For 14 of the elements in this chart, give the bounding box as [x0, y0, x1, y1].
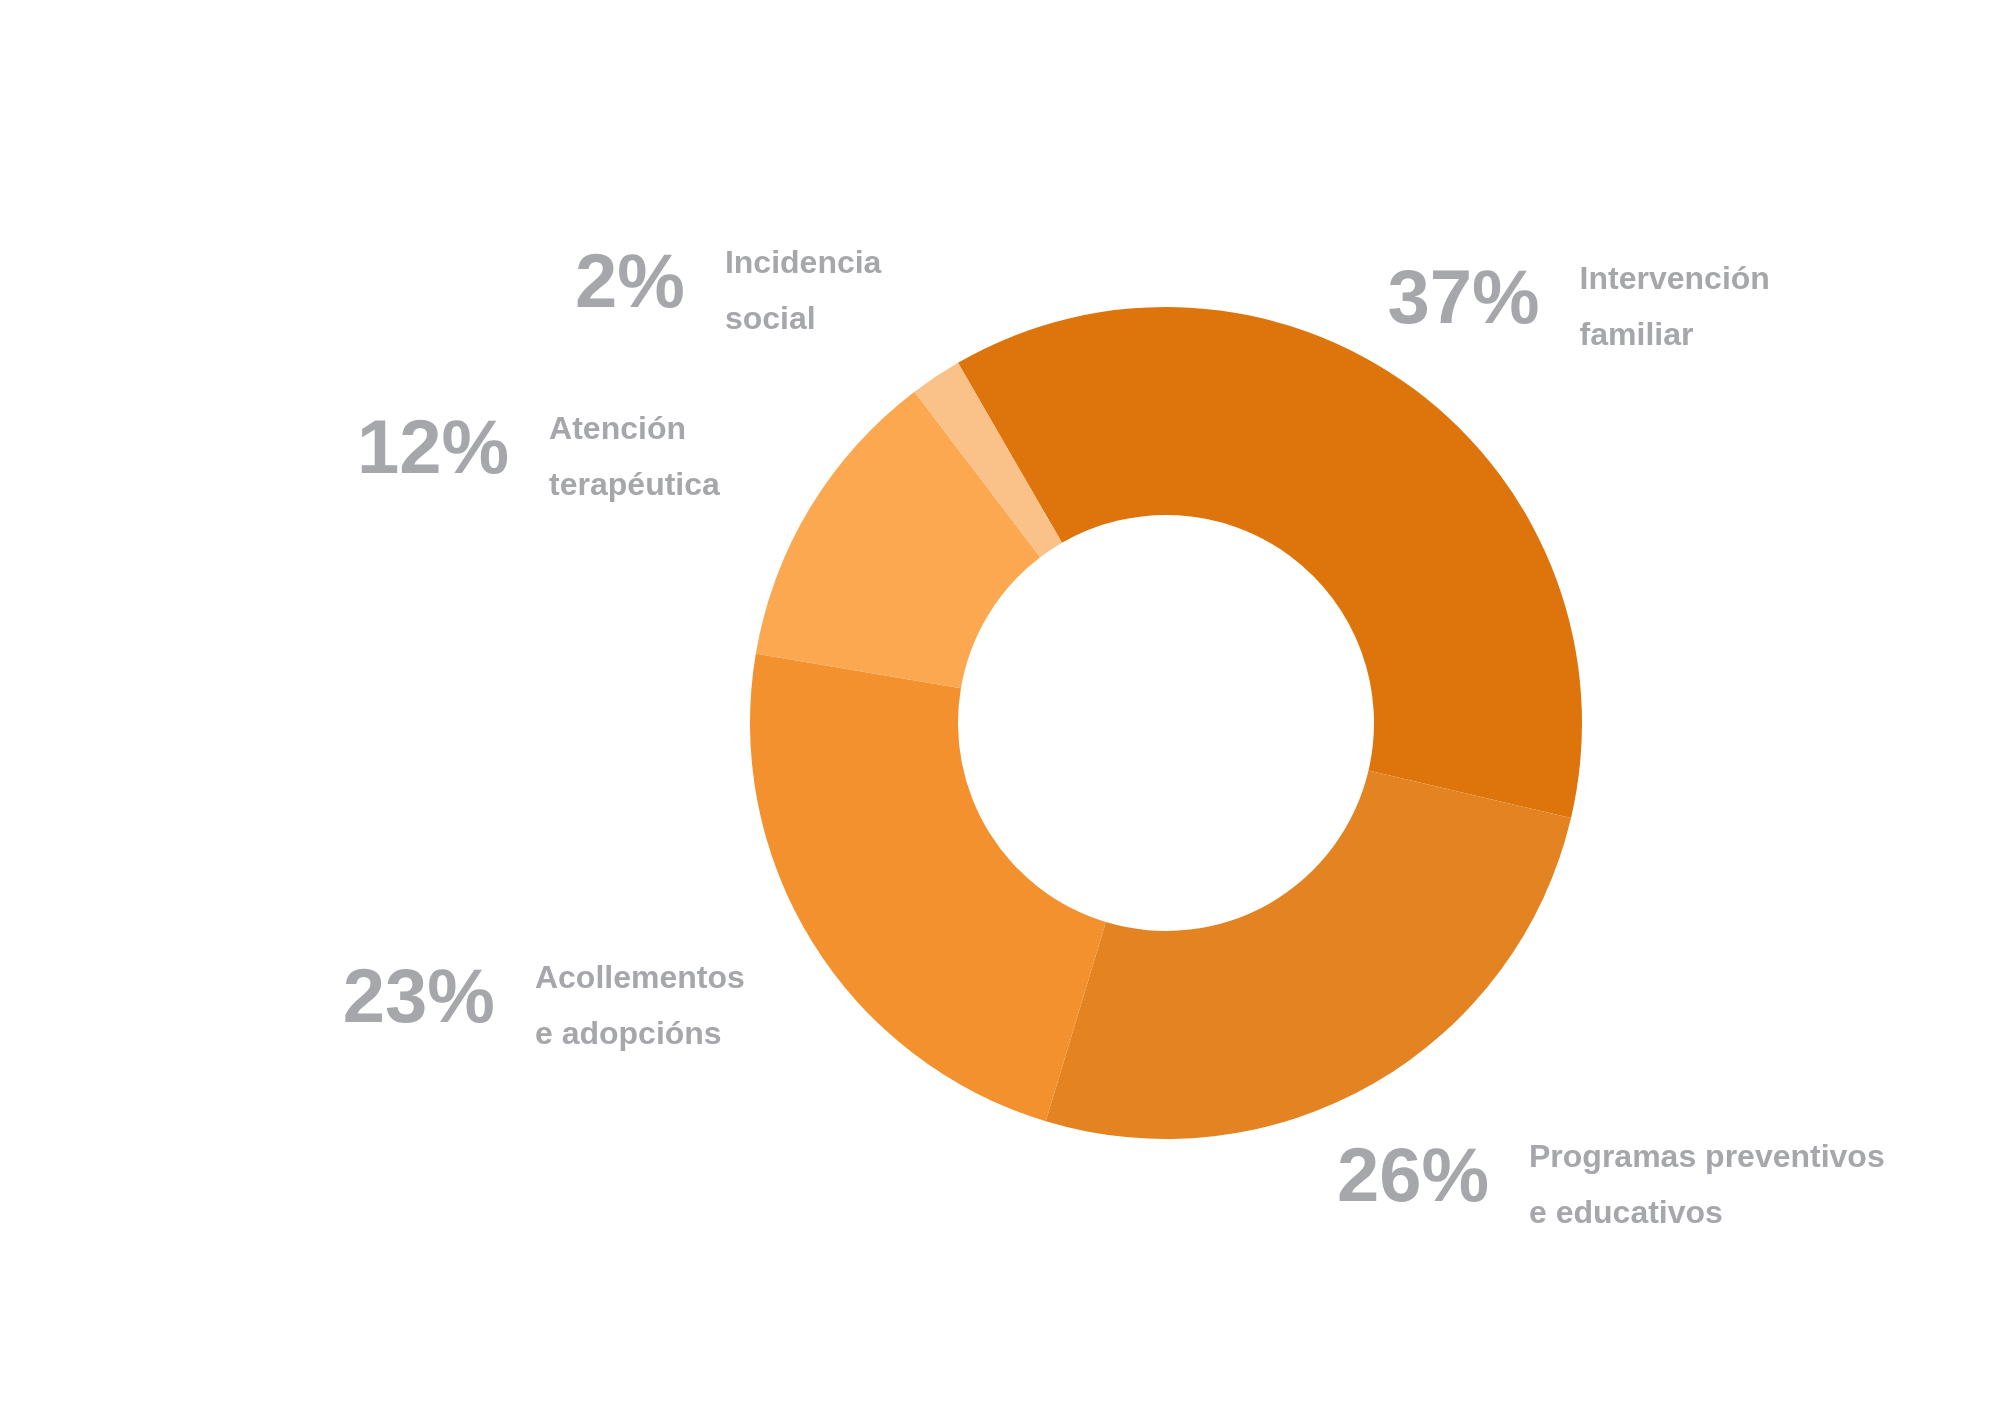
- donut-slice: [1045, 770, 1572, 1139]
- data-label: 23%: [342, 953, 495, 1039]
- data-label: 2%: [575, 237, 685, 323]
- slice-label: Programas preventivos e educativos: [1529, 1137, 1885, 1230]
- slice-label: Intervención familiar: [1579, 259, 1770, 352]
- slice-label: Incidencia social: [724, 243, 882, 336]
- slice-label: Acollementos e adopcións: [534, 959, 745, 1052]
- data-label: 26%: [1336, 1131, 1489, 1217]
- data-label: 12%: [356, 403, 510, 489]
- slice-label: Atención terapéutica: [549, 409, 721, 502]
- donut-slice: [914, 362, 1062, 558]
- donut-slice: [750, 653, 1106, 1122]
- data-label: 37%: [1387, 253, 1540, 339]
- donut-slice: [755, 391, 1041, 689]
